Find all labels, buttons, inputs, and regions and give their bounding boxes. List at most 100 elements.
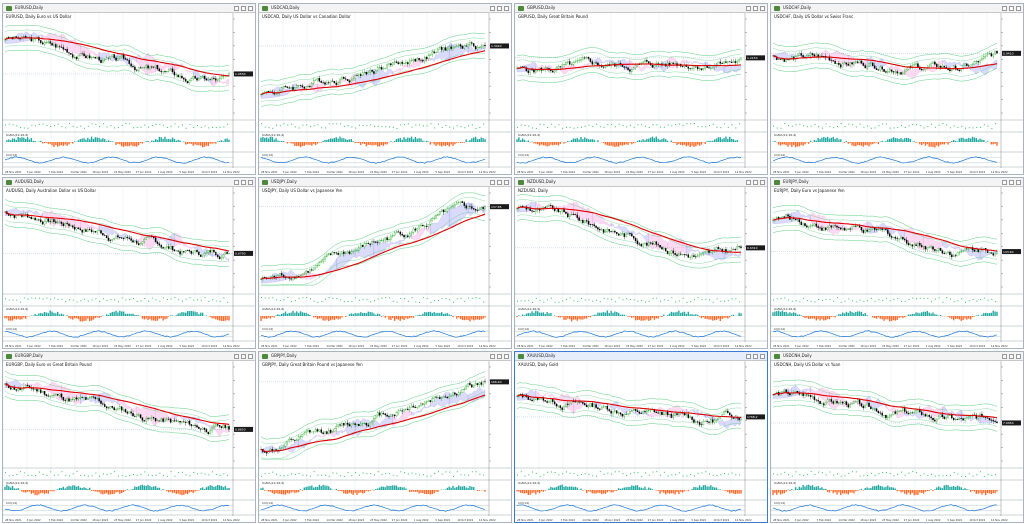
histogram-bar bbox=[333, 138, 336, 142]
candle bbox=[68, 222, 70, 229]
candle bbox=[668, 250, 671, 257]
close-button[interactable] bbox=[248, 354, 253, 359]
current-price-label: 166.40 bbox=[491, 380, 502, 384]
maximize-button[interactable] bbox=[497, 354, 502, 359]
maximize-button[interactable] bbox=[1009, 180, 1014, 185]
histogram-bar bbox=[373, 142, 375, 146]
histogram-bar bbox=[19, 137, 21, 142]
close-button[interactable] bbox=[760, 180, 765, 185]
chart-window-w3[interactable]: GBPUSD,Daily 1.2150 GBPUSD, Daily Great Br… bbox=[514, 3, 768, 175]
close-button[interactable] bbox=[1016, 180, 1021, 185]
date-tick-label: 10 Oct 2022 bbox=[713, 344, 729, 348]
chart-window-w5[interactable]: AUDUSD,Daily 0.6790 AUDUSD, Daily Australi… bbox=[2, 177, 256, 349]
histogram-bar bbox=[713, 487, 716, 490]
chart-window-w10[interactable]: GBPJPY,Daily 166.40 GBPJPY, Daily Great Br… bbox=[258, 351, 512, 523]
close-button[interactable] bbox=[1016, 354, 1021, 359]
histogram-bar bbox=[971, 136, 974, 142]
candle bbox=[363, 241, 366, 250]
indicator-dot bbox=[106, 473, 108, 475]
minimize-button[interactable] bbox=[746, 180, 751, 185]
chart-window-w6[interactable]: USDJPY,Daily 137.85 USDJPY, Daily US Dolla… bbox=[258, 177, 512, 349]
minimize-button[interactable] bbox=[490, 354, 495, 359]
chart-window-w1[interactable]: EURUSD,Daily 1.0530 EURUSD, Daily Euro vs … bbox=[2, 3, 256, 175]
chart-window-w12[interactable]: USDCNH,Daily 7.0450 USDCNH, Daily US Dolla… bbox=[770, 351, 1024, 523]
indicator-dot bbox=[400, 124, 402, 126]
chart-window-w8[interactable]: EURJPY,Daily 143.60 EURJPY, Daily Euro vs … bbox=[770, 177, 1024, 349]
histogram-bar bbox=[996, 142, 998, 146]
close-button[interactable] bbox=[760, 6, 765, 11]
close-button[interactable] bbox=[760, 354, 765, 359]
chart-window-w4[interactable]: USDCHF,Daily 0.9410 USDCHF, Daily US Dolla… bbox=[770, 3, 1024, 175]
minimize-button[interactable] bbox=[746, 6, 751, 11]
close-button[interactable] bbox=[504, 180, 509, 185]
current-price-tag bbox=[1002, 50, 1021, 56]
minimize-button[interactable] bbox=[1002, 354, 1007, 359]
chart-window-w9[interactable]: EURGBP,Daily 0.8620 EURGBP, Daily Euro vs … bbox=[2, 351, 256, 523]
candle bbox=[856, 59, 859, 64]
date-tick-label: 23 May 2022 bbox=[626, 170, 643, 174]
chart-window-w2[interactable]: USDCAD,Daily 1.3420 USDCAD, Daily US Dolla… bbox=[258, 3, 512, 175]
window-titlebar[interactable]: EURUSD,Daily bbox=[3, 4, 255, 13]
close-button[interactable] bbox=[504, 354, 509, 359]
histogram-bar bbox=[213, 142, 215, 144]
maximize-button[interactable] bbox=[753, 180, 758, 185]
histogram-bar bbox=[220, 485, 223, 490]
window-titlebar[interactable]: EURJPY,Daily bbox=[771, 178, 1023, 187]
window-titlebar[interactable]: NZDUSD,Daily bbox=[515, 178, 767, 187]
window-titlebar[interactable]: USDCHF,Daily bbox=[771, 4, 1023, 13]
minimize-button[interactable] bbox=[1002, 180, 1007, 185]
maximize-button[interactable] bbox=[497, 6, 502, 11]
histogram-bar bbox=[198, 490, 200, 491]
window-titlebar[interactable]: USDJPY,Daily bbox=[259, 178, 511, 187]
histogram-bar bbox=[525, 490, 528, 494]
minimize-button[interactable] bbox=[234, 180, 239, 185]
window-titlebar[interactable]: USDCNH,Daily bbox=[771, 352, 1023, 361]
histogram-label: OsMA(12,26,9) bbox=[774, 133, 796, 137]
close-button[interactable] bbox=[248, 6, 253, 11]
chart-window-w7[interactable]: NZDUSD,Daily 0.6310 NZDUSD, Daily OsMA(12,2… bbox=[514, 177, 768, 349]
window-titlebar[interactable]: USDCAD,Daily bbox=[259, 4, 511, 13]
window-titlebar[interactable]: GBPUSD,Daily bbox=[515, 4, 767, 13]
histogram-bar bbox=[802, 142, 804, 146]
close-button[interactable] bbox=[248, 180, 253, 185]
window-titlebar[interactable]: GBPJPY,Daily bbox=[259, 352, 511, 361]
minimize-button[interactable] bbox=[490, 180, 495, 185]
histogram-bar bbox=[593, 490, 595, 494]
minimize-button[interactable] bbox=[234, 354, 239, 359]
maximize-button[interactable] bbox=[1009, 354, 1014, 359]
maximize-button[interactable] bbox=[241, 6, 246, 11]
maximize-button[interactable] bbox=[241, 354, 246, 359]
close-button[interactable] bbox=[504, 6, 509, 11]
window-titlebar[interactable]: XAUUSD,Daily bbox=[515, 352, 767, 361]
maximize-button[interactable] bbox=[1009, 6, 1014, 11]
histogram-bar bbox=[909, 314, 912, 316]
window-titlebar[interactable]: AUDUSD,Daily bbox=[3, 178, 255, 187]
maximize-button[interactable] bbox=[497, 180, 502, 185]
minimize-button[interactable] bbox=[234, 6, 239, 11]
minimize-button[interactable] bbox=[1002, 6, 1007, 11]
current-price-label: 137.85 bbox=[491, 205, 502, 209]
histogram-bar bbox=[958, 138, 961, 142]
histogram-bar bbox=[719, 137, 721, 142]
minimize-button[interactable] bbox=[490, 6, 495, 11]
maximize-button[interactable] bbox=[241, 180, 246, 185]
chart-window-w11[interactable]: XAUUSD,Daily 1768.2 XAUUSD, Daily Gold OsMA… bbox=[514, 351, 768, 523]
minimize-button[interactable] bbox=[746, 354, 751, 359]
close-button[interactable] bbox=[1016, 6, 1021, 11]
maximize-button[interactable] bbox=[753, 6, 758, 11]
window-titlebar[interactable]: EURGBP,Daily bbox=[3, 352, 255, 361]
indicator-dot bbox=[268, 127, 270, 129]
maximize-button[interactable] bbox=[753, 354, 758, 359]
